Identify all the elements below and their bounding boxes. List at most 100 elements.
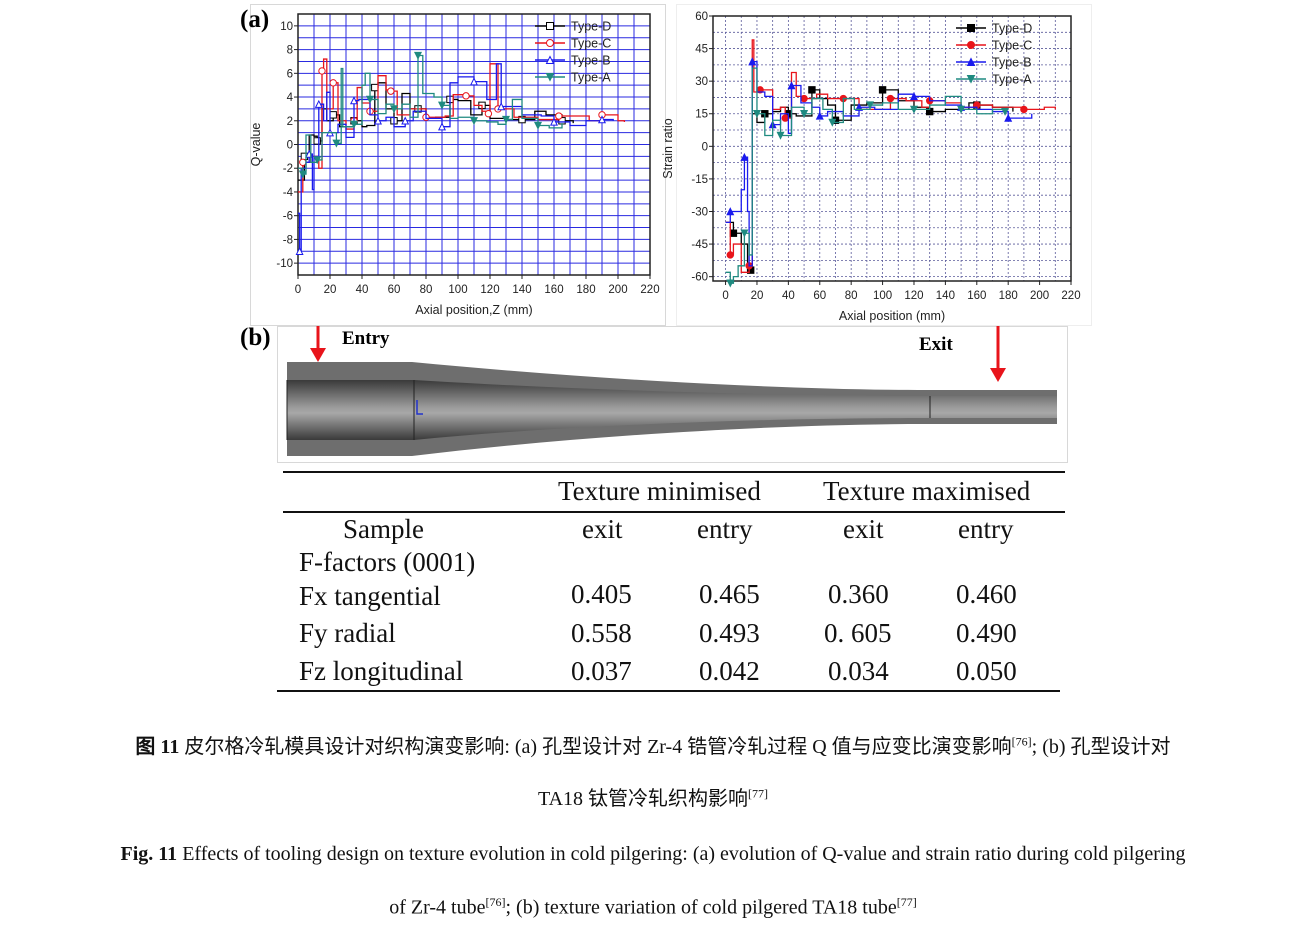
y-tick-label: 4 (287, 92, 294, 104)
x-tick-label: 160 (544, 284, 563, 296)
down-triangle-marker (866, 101, 875, 110)
x-tick-label: 100 (448, 284, 467, 296)
section-label: F-factors (0001) (299, 547, 476, 577)
triangle-marker (740, 152, 749, 161)
y-tick-label: 45 (695, 44, 708, 56)
exit-label: Exit (919, 334, 953, 355)
down-triangle-marker (533, 121, 543, 130)
cell: 0.493 (699, 618, 760, 648)
triangle-marker (437, 122, 447, 131)
y-tick-label: -8 (283, 234, 293, 246)
cell: 0. 605 (824, 618, 892, 648)
triangle-marker (314, 99, 323, 108)
triangle-marker (469, 77, 479, 86)
triangle-marker (373, 116, 383, 125)
series-line-type-b (298, 63, 614, 252)
down-triangle-marker (545, 73, 555, 82)
x-tick-label: 60 (388, 284, 401, 296)
cell: 0.490 (956, 618, 1017, 648)
y-tick-label: 0 (702, 141, 708, 153)
y-tick-label: 15 (695, 109, 708, 121)
entry-label: Entry (342, 328, 390, 349)
down-triangle-marker (776, 131, 785, 140)
circle-marker (555, 112, 563, 120)
cell: 0.360 (828, 579, 889, 609)
triangle-marker (966, 57, 976, 66)
down-triangle-marker (1001, 107, 1010, 116)
circle-marker (726, 251, 734, 259)
strain-ratio-chart-frame (676, 4, 1092, 326)
down-triangle-marker (957, 105, 966, 114)
triangle-marker (349, 96, 359, 105)
triangle-marker (545, 55, 555, 64)
circle-marker (387, 87, 395, 95)
down-triangle-marker (469, 117, 479, 126)
triangle-marker (1004, 113, 1013, 122)
down-triangle-marker (909, 105, 918, 114)
cell: 0.034 (828, 656, 889, 686)
row-label: Fz longitudinal (299, 656, 464, 686)
x-tick-label: 120 (904, 290, 923, 302)
down-triangle-marker (332, 139, 341, 148)
triangle-marker (748, 57, 757, 66)
x-tick-label: 20 (324, 284, 337, 296)
series-line-type-d (725, 89, 1014, 271)
x-tick-label: 60 (813, 290, 826, 302)
down-triangle-marker (752, 110, 761, 119)
legend-label: Type-A (571, 71, 611, 85)
triangle-marker (597, 115, 607, 124)
table-top-rule (283, 471, 1065, 473)
exit-arrowhead-icon (990, 368, 1006, 382)
y-tick-label: -60 (691, 272, 708, 284)
square-marker (546, 22, 554, 30)
cell: 0.405 (571, 579, 632, 609)
tube-bore (287, 380, 1057, 440)
x-tick-label: 0 (295, 284, 301, 296)
row-label: Fx tangential (299, 581, 441, 611)
legend-label: Type-A (992, 73, 1032, 87)
triangle-marker (726, 207, 735, 216)
circle-marker (329, 79, 337, 87)
sub-header-exit-max: exit (843, 514, 884, 544)
circle-marker (886, 94, 895, 103)
tube-drawing (286, 326, 1057, 456)
square-marker (371, 83, 379, 92)
x-axis-label: Axial position (mm) (839, 309, 945, 323)
down-triangle-marker (966, 75, 976, 84)
entry-arrowhead-icon (310, 348, 326, 362)
x-tick-label: 40 (356, 284, 369, 296)
caption-en-line2: of Zr-4 tube[76]; (b) texture variation … (389, 895, 917, 919)
down-triangle-marker (828, 118, 837, 127)
caption-cn-fig: 图 11 (135, 736, 180, 758)
triangle-marker (549, 117, 559, 126)
strain-ratio-chart: 0 20 40 60 80 100 120 140 160 180 200 220 -60 -45 -30 -… (661, 11, 1081, 323)
plot-frame (712, 15, 1072, 282)
legend-label: Type-B (992, 56, 1032, 70)
caption-cn-line1: 图 11 皮尔格冷轧模具设计对织构演变影响: (a) 孔型设计对 Zr-4 锆管… (135, 734, 1171, 758)
circle-marker (800, 94, 808, 103)
circle-marker (781, 114, 789, 122)
x-tick-label: 0 (722, 290, 728, 302)
cell: 0.460 (956, 579, 1017, 609)
circle-marker (462, 92, 470, 100)
sub-header-exit-min: exit (582, 514, 623, 544)
series-line-type-a (725, 67, 1006, 284)
square-marker (808, 86, 816, 94)
cell: 0.042 (699, 656, 760, 686)
sample-header: Sample (343, 514, 424, 544)
y-tick-label: -15 (691, 174, 708, 186)
x-tick-label: 220 (640, 284, 659, 296)
down-triangle-marker (800, 110, 809, 119)
panel-b-label: (b) (240, 324, 271, 351)
legend-label: Type-D (571, 20, 611, 34)
cell: 0.558 (571, 618, 632, 648)
down-triangle-marker (365, 95, 375, 104)
x-tick-label: 40 (782, 290, 795, 302)
y-tick-label: -6 (283, 211, 293, 223)
y-axis-label: Strain ratio (661, 118, 675, 178)
x-tick-label: 20 (751, 290, 764, 302)
triangle-marker (401, 116, 410, 125)
down-triangle-marker (726, 279, 735, 288)
x-tick-label: 140 (512, 284, 531, 296)
x-tick-label: 80 (420, 284, 433, 296)
